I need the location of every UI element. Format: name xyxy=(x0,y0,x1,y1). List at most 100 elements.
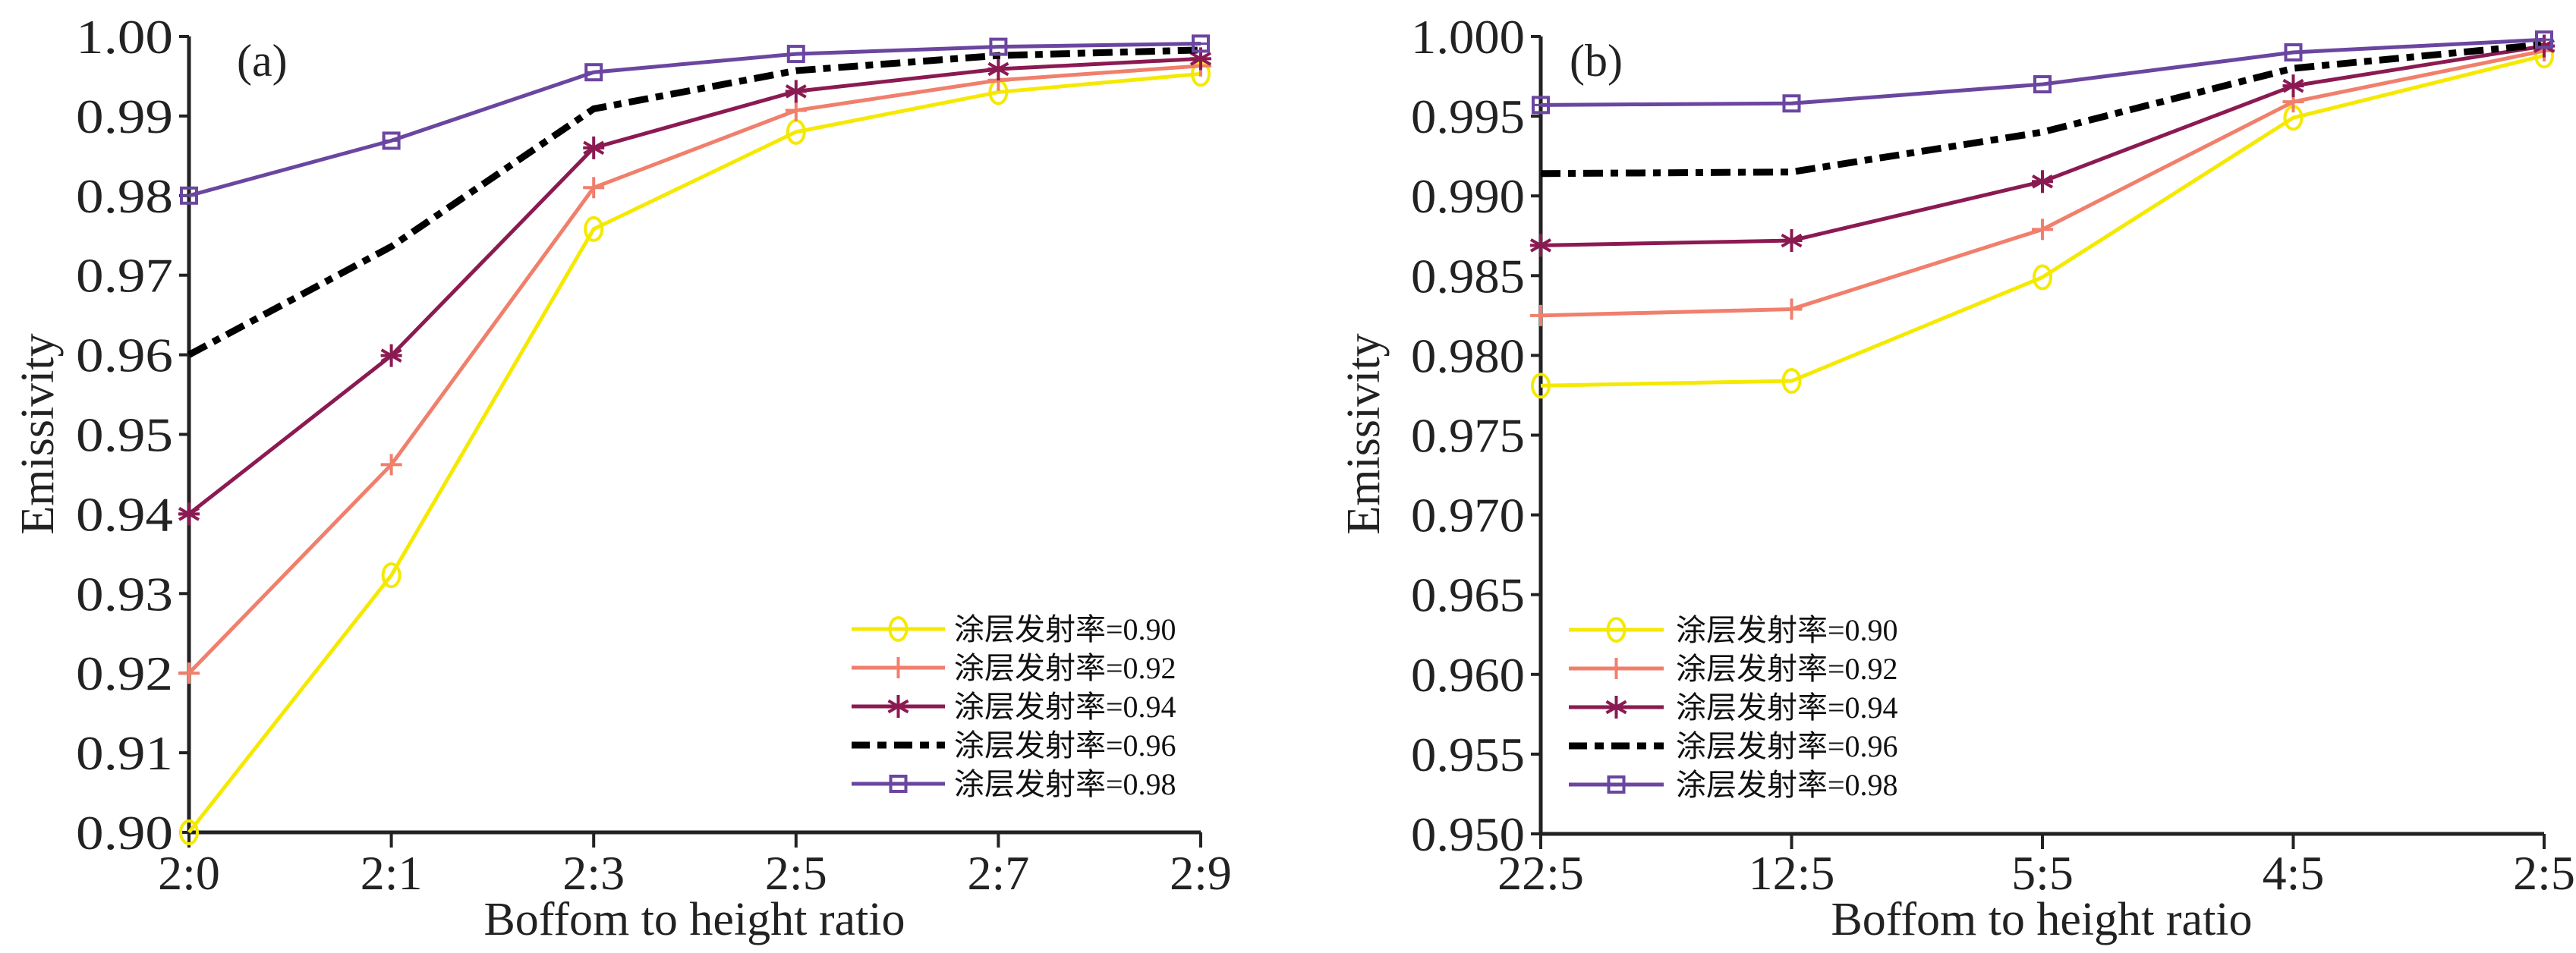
legend-item: 涂层发射率=0.98 xyxy=(852,767,1176,801)
legend-marker xyxy=(1605,696,1627,719)
legend-label: 涂层发射率=0.90 xyxy=(1676,613,1898,647)
data-point xyxy=(180,186,198,205)
x-tick-label-a: 2:1 xyxy=(361,846,423,900)
legend-b: 涂层发射率=0.90 涂层发射率=0.92 涂层发射率=0.94 涂层发射率=0.96… xyxy=(1569,613,1898,802)
data-point xyxy=(2535,30,2553,49)
y-tick-label-b: 0.980 xyxy=(1411,329,1525,382)
y-tick-label-b: 0.990 xyxy=(1411,169,1525,223)
chart-panel-a: (a) Emissivity Boffom to height ratio 0.… xyxy=(12,10,1232,945)
series-a-2 xyxy=(178,47,1211,526)
series-b-3 xyxy=(1540,41,2545,178)
legend-marker xyxy=(887,695,909,718)
circle-marker xyxy=(1781,368,1802,395)
legend-marker xyxy=(887,657,909,678)
chart-panel-b: (b) Emissivity Boffom to height ratio 0.… xyxy=(1338,10,2575,945)
y-tick-label-b: 0.985 xyxy=(1411,249,1525,303)
y-tick-label-b: 0.950 xyxy=(1411,807,1525,861)
series-line xyxy=(187,56,1201,516)
legend-item: 涂层发射率=0.94 xyxy=(1569,690,1898,725)
data-point xyxy=(381,562,402,589)
legend-label: 涂层发射率=0.92 xyxy=(1676,652,1898,686)
data-point xyxy=(584,215,604,242)
legend-label: 涂层发射率=0.90 xyxy=(954,612,1176,646)
data-point xyxy=(583,136,605,159)
legend-item: 涂层发射率=0.90 xyxy=(1569,613,1898,647)
legend-item: 涂层发射率=0.90 xyxy=(852,612,1176,646)
circle-marker xyxy=(2033,264,2052,291)
y-axis-title-a: Emissivity xyxy=(12,333,64,534)
legend-item: 涂层发射率=0.96 xyxy=(1569,729,1898,763)
x-tick-label-a: 2:3 xyxy=(562,846,625,900)
data-point xyxy=(1532,96,1550,115)
y-tick-label-b: 0.975 xyxy=(1411,409,1525,463)
series-line xyxy=(1540,41,2545,178)
legend-marker xyxy=(1606,617,1627,643)
circle-marker xyxy=(584,215,604,242)
series-line xyxy=(1540,37,2545,107)
x-tick-label-b: 12:5 xyxy=(1749,846,1835,900)
circle-marker xyxy=(1606,617,1627,643)
x-tick-label-b: 5:5 xyxy=(2011,846,2074,900)
series-a-1 xyxy=(178,55,1211,684)
x-tick-label-b: 22:5 xyxy=(1497,846,1584,900)
data-point xyxy=(2033,264,2052,291)
legend-a: 涂层发射率=0.90 涂层发射率=0.92 涂层发射率=0.94 涂层发射率=0.96… xyxy=(852,612,1176,801)
data-point xyxy=(786,45,805,64)
y-tick-label-a: 1.00 xyxy=(76,10,173,64)
series-line xyxy=(187,64,1201,675)
data-point xyxy=(987,58,1009,81)
x-axis-title-b: Boffom to height ratio xyxy=(1831,894,2252,945)
y-tick-label-a: 0.98 xyxy=(76,169,173,223)
x-tick-label-b: 4:5 xyxy=(2263,846,2325,900)
circle-marker xyxy=(179,819,199,845)
data-point xyxy=(179,819,199,845)
data-point xyxy=(1531,373,1551,399)
y-tick-label-a: 0.91 xyxy=(76,726,173,780)
series-a-4 xyxy=(180,34,1210,205)
legend-marker xyxy=(888,616,909,642)
data-point xyxy=(382,131,401,150)
data-point xyxy=(1530,234,1551,257)
y-tick-label-b: 0.955 xyxy=(1411,728,1525,782)
x-tick-label-a: 2:7 xyxy=(968,846,1030,900)
legend-item: 涂层发射率=0.96 xyxy=(852,728,1176,763)
data-point xyxy=(380,454,402,476)
series-line xyxy=(188,41,1201,198)
data-point xyxy=(2032,219,2053,241)
y-tick-label-b: 1.000 xyxy=(1411,10,1525,64)
legend-label: 涂层发射率=0.98 xyxy=(954,767,1176,801)
legend-item: 涂层发射率=0.94 xyxy=(852,690,1176,724)
legend-item: 涂层发射率=0.92 xyxy=(852,651,1176,685)
data-point xyxy=(1781,229,1803,253)
data-point xyxy=(178,502,200,526)
y-tick-label-b: 0.970 xyxy=(1411,489,1525,543)
legend-label: 涂层发射率=0.98 xyxy=(1676,768,1898,802)
circle-marker xyxy=(1531,373,1551,399)
legend-label: 涂层发射率=0.94 xyxy=(1676,690,1898,725)
data-point xyxy=(1530,304,1551,326)
data-point xyxy=(178,662,200,684)
data-point xyxy=(1782,94,1801,113)
y-tick-label-b: 0.995 xyxy=(1411,90,1525,143)
legend-item: 涂层发射率=0.98 xyxy=(1569,768,1898,802)
data-point xyxy=(583,177,605,199)
series-a-0 xyxy=(179,61,1211,845)
data-point xyxy=(1781,298,1803,320)
legend-label: 涂层发射率=0.92 xyxy=(954,651,1176,685)
series-line xyxy=(1540,53,2545,388)
x-tick-label-a: 2:9 xyxy=(1170,846,1232,900)
y-tick-label-a: 0.97 xyxy=(76,249,173,303)
x-tick-label-b: 2:5 xyxy=(2513,846,2575,900)
legend-marker xyxy=(889,775,908,793)
y-tick-label-b: 0.965 xyxy=(1411,568,1525,622)
x-tick-label-a: 2:5 xyxy=(765,846,827,900)
y-axis-title-b: Emissivity xyxy=(1338,333,1390,534)
data-point xyxy=(2282,74,2304,98)
data-point xyxy=(380,344,402,367)
y-tick-label-a: 0.90 xyxy=(76,806,173,860)
y-tick-label-a: 0.99 xyxy=(76,90,173,143)
series-b-1 xyxy=(1530,39,2555,326)
legend-marker xyxy=(1607,775,1626,794)
series-b-2 xyxy=(1530,34,2555,257)
